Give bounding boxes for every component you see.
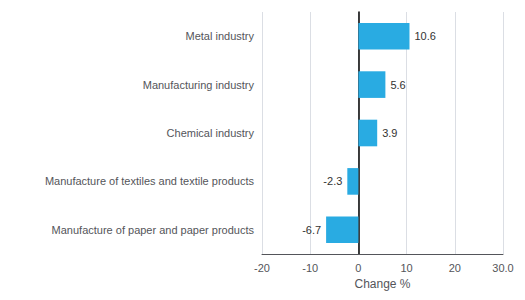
svg-text:Manufacture of paper and paper: Manufacture of paper and paper products [52, 224, 255, 236]
svg-text:Manufacturing industry: Manufacturing industry [143, 79, 255, 91]
svg-text:Manufacture of textiles and te: Manufacture of textiles and textile prod… [45, 175, 255, 187]
svg-text:10.6: 10.6 [414, 30, 435, 42]
svg-text:-2.3: -2.3 [323, 175, 342, 187]
svg-text:30.0: 30.0 [492, 262, 513, 274]
svg-text:-20: -20 [254, 262, 270, 274]
svg-text:20: 20 [449, 262, 461, 274]
svg-text:5.6: 5.6 [390, 79, 405, 91]
svg-text:-6.7: -6.7 [302, 224, 321, 236]
svg-text:3.9: 3.9 [382, 127, 397, 139]
svg-text:10: 10 [400, 262, 412, 274]
svg-text:0: 0 [355, 262, 361, 274]
svg-text:-10: -10 [302, 262, 318, 274]
svg-text:Chemical industry: Chemical industry [167, 127, 255, 139]
svg-text:Metal industry: Metal industry [186, 30, 255, 42]
svg-text:Change %: Change % [354, 277, 410, 291]
